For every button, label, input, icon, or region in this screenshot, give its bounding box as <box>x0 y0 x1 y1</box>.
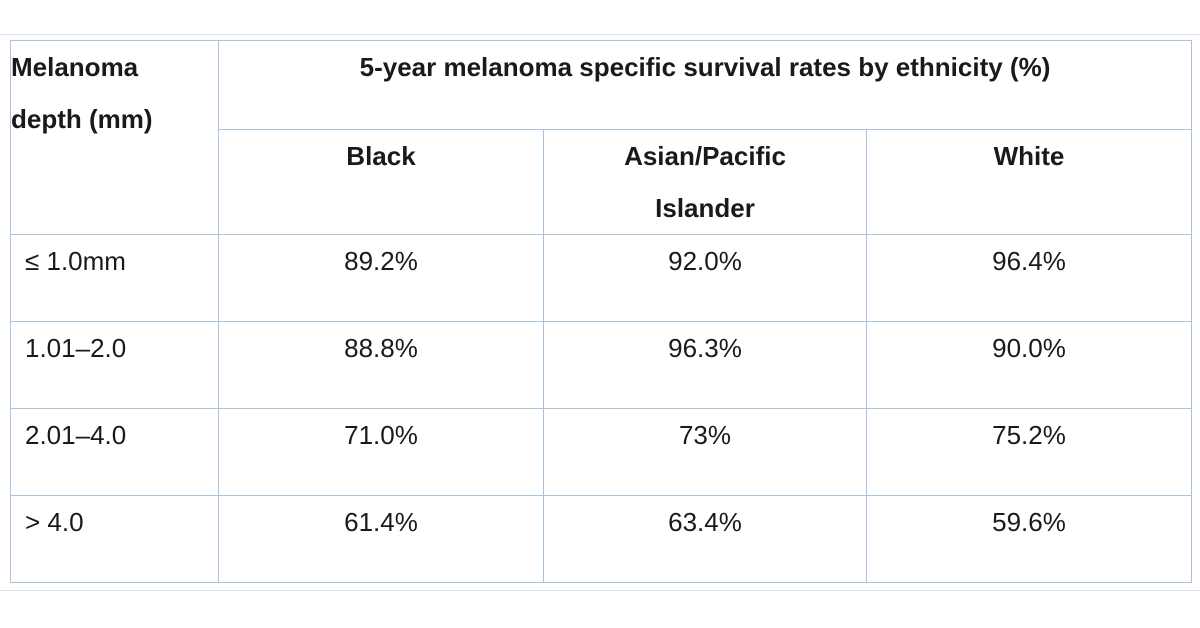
asian-rate-cell: 92.0% <box>543 234 867 322</box>
survival-table: Melanoma depth (mm) 5-year melanoma spec… <box>10 40 1193 583</box>
white-rate-cell: 75.2% <box>865 408 1193 496</box>
header-row-ethnicity: Black Asian/Pacific Islander White <box>11 129 1193 235</box>
asian-header-line1: Asian/Pacific <box>624 141 786 171</box>
table-row: > 4.0 61.4% 63.4% 59.6% <box>10 495 1193 583</box>
depth-header-line1: Melanoma <box>11 52 139 82</box>
table-title: 5-year melanoma specific survival rates … <box>217 40 1193 130</box>
column-header-asian: Asian/Pacific Islander <box>543 129 867 235</box>
asian-header-line2: Islander <box>655 193 755 223</box>
column-header-black: Black <box>218 129 544 235</box>
black-rate-cell: 89.2% <box>218 234 544 322</box>
white-rate-cell: 59.6% <box>865 495 1193 583</box>
bottom-divider <box>0 590 1200 591</box>
asian-rate-cell: 73% <box>543 408 867 496</box>
header-row-top: Melanoma depth (mm) 5-year melanoma spec… <box>10 40 1193 235</box>
asian-rate-cell: 96.3% <box>543 321 867 409</box>
asian-rate-cell: 63.4% <box>543 495 867 583</box>
column-header-white: White <box>865 129 1193 235</box>
white-rate-cell: 90.0% <box>865 321 1193 409</box>
depth-cell: 2.01–4.0 <box>10 408 219 496</box>
black-rate-cell: 88.8% <box>218 321 544 409</box>
black-rate-cell: 61.4% <box>218 495 544 583</box>
depth-cell: 1.01–2.0 <box>10 321 219 409</box>
white-rate-cell: 96.4% <box>865 234 1193 322</box>
top-divider <box>0 34 1200 35</box>
table-row: 2.01–4.0 71.0% 73% 75.2% <box>10 408 1193 496</box>
black-rate-cell: 71.0% <box>218 408 544 496</box>
table-row: 1.01–2.0 88.8% 96.3% 90.0% <box>10 321 1193 409</box>
depth-column-header: Melanoma depth (mm) <box>10 40 219 235</box>
depth-cell: > 4.0 <box>10 495 219 583</box>
depth-header-line2: depth (mm) <box>11 104 153 134</box>
table-row: ≤ 1.0mm 89.2% 92.0% 96.4% <box>10 234 1193 322</box>
depth-cell: ≤ 1.0mm <box>10 234 219 322</box>
